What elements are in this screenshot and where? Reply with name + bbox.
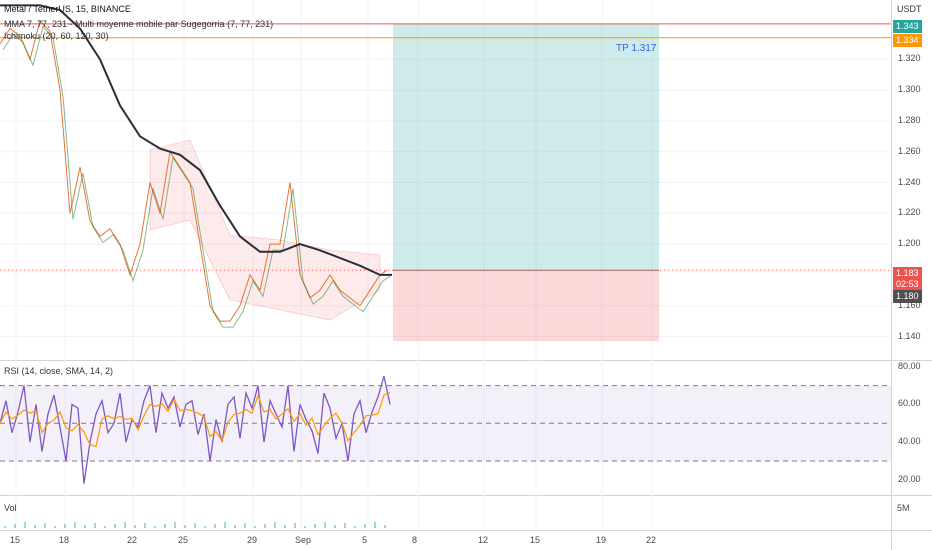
volume-bar — [124, 522, 126, 528]
volume-bar — [264, 524, 266, 528]
x-tick-label: 15 — [10, 535, 21, 545]
rsi-y-tick-label: 60.00 — [898, 398, 921, 409]
rsi-line — [0, 376, 391, 484]
volume-bar — [294, 523, 296, 528]
x-tick-label: 18 — [59, 535, 70, 545]
price-y-tick-label: 1.320 — [898, 53, 921, 64]
volume-bar — [54, 526, 56, 528]
price-y-tick-label: 1.260 — [898, 145, 921, 156]
mma-legend[interactable]: MMA 7, 77, 231 - Multi moyenne mobile pa… — [4, 19, 274, 29]
volume-bar — [24, 522, 26, 528]
price-y-tick-label: 1.200 — [898, 238, 921, 249]
volume-bar — [304, 526, 306, 528]
price-y-tick-label: 1.280 — [898, 114, 921, 125]
vol-legend[interactable]: Vol — [4, 503, 17, 513]
volume-bar — [104, 526, 106, 528]
volume-bar — [114, 524, 116, 528]
vol-y-tick: 5M — [897, 503, 910, 513]
volume-bar — [94, 523, 96, 528]
x-tick-label: Sep — [295, 535, 312, 545]
volume-bar — [84, 525, 86, 528]
volume-bar — [174, 522, 176, 528]
price-tag-ma: 1.180 — [893, 290, 922, 303]
volume-bar — [364, 524, 366, 528]
price-y-tick-label: 1.220 — [898, 207, 921, 218]
currency-label: USDT — [897, 4, 922, 14]
x-tick-label: 25 — [178, 535, 189, 545]
x-tick-label: 12 — [478, 535, 489, 545]
volume-bar — [154, 526, 156, 528]
price-tag-current: 1.183 — [893, 267, 922, 280]
x-tick-label: 5 — [362, 535, 368, 545]
volume-bar — [194, 523, 196, 528]
price-wick-line — [2, 25, 391, 328]
price-y-tick-label: 1.300 — [898, 84, 921, 95]
volume-bar — [14, 524, 16, 528]
volume-bar — [384, 525, 386, 528]
price-tag-target: 1.343 — [893, 20, 922, 33]
volume-bar — [184, 525, 186, 528]
volume-bar — [164, 524, 166, 528]
rsi-y-tick-label: 20.00 — [898, 473, 921, 484]
price-y-tick-label: 1.140 — [898, 330, 921, 341]
rsi-legend[interactable]: RSI (14, close, SMA, 14, 2) — [4, 366, 114, 376]
price-y-tick-label: 1.160 — [898, 299, 921, 310]
x-tick-label: 22 — [127, 535, 138, 545]
volume-bar — [144, 523, 146, 528]
volume-bar — [254, 526, 256, 528]
x-tick-label: 15 — [530, 535, 541, 545]
rsi-ma-line — [0, 391, 391, 448]
volume-bar — [284, 525, 286, 528]
mma-231-line — [0, 4, 392, 276]
volume-bar — [274, 522, 276, 528]
rsi-y-tick-label: 40.00 — [898, 436, 921, 447]
volume-bar — [354, 526, 356, 528]
volume-bar — [134, 525, 136, 528]
x-tick-label: 22 — [646, 535, 657, 545]
volume-bar — [234, 525, 236, 528]
price-y-tick-label: 1.240 — [898, 176, 921, 187]
volume-bar — [64, 524, 66, 528]
volume-bar — [344, 523, 346, 528]
chart-title: Metal / TetherUS, 15, BINANCE — [4, 4, 131, 14]
volume-bar — [224, 522, 226, 528]
x-tick-label: 29 — [247, 535, 258, 545]
rsi-y-tick-label: 80.00 — [898, 360, 921, 371]
price-tag-countdown: 02:53 — [893, 278, 922, 291]
ichimoku-legend[interactable]: Ichimoku (20, 60, 120, 30) — [4, 31, 109, 41]
volume-bar — [204, 526, 206, 528]
price-line — [0, 19, 388, 322]
volume-bar — [314, 524, 316, 528]
volume-bar — [324, 522, 326, 528]
volume-bar — [4, 526, 6, 528]
volume-bar — [34, 525, 36, 528]
x-tick-label: 19 — [596, 535, 607, 545]
volume-bar — [374, 522, 376, 528]
price-tag-orange: 1.334 — [893, 34, 922, 47]
volume-bar — [214, 524, 216, 528]
volume-bar — [74, 522, 76, 528]
x-tick-label: 8 — [412, 535, 418, 545]
volume-bar — [44, 523, 46, 528]
tp-label: TP 1.317 — [616, 43, 657, 54]
volume-bar — [244, 523, 246, 528]
take-profit-zone — [393, 23, 659, 271]
stop-loss-zone — [393, 270, 659, 342]
volume-bar — [334, 525, 336, 528]
